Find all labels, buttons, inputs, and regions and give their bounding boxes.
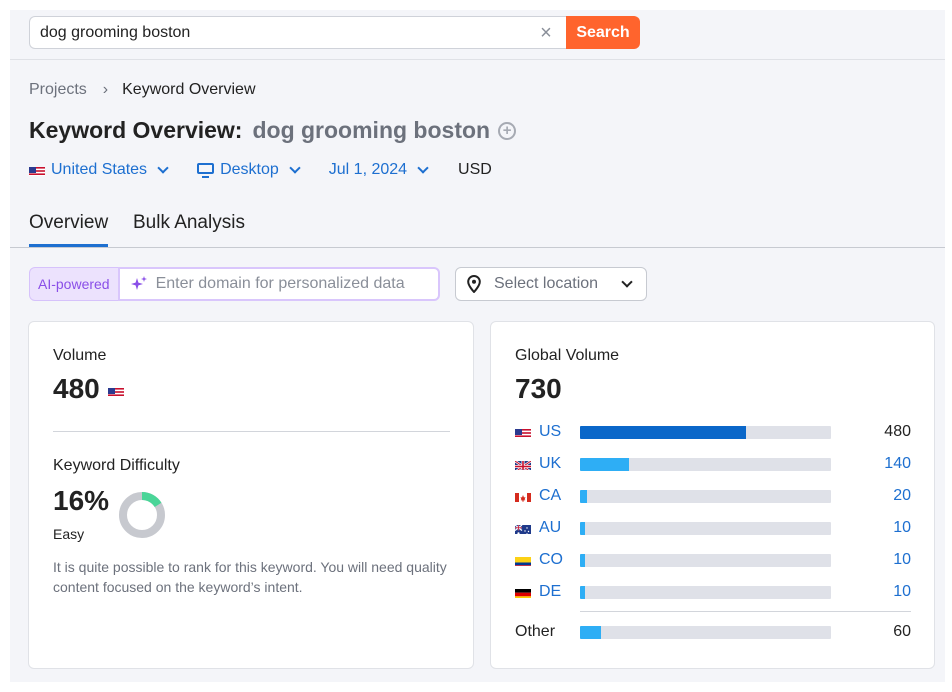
date-dropdown[interactable]: Jul 1, 2024 [328,161,429,179]
desktop-icon [197,162,215,178]
country-code[interactable]: CO [539,551,563,568]
other-label: Other [515,623,556,640]
us-flag-icon [515,427,531,438]
divider [580,611,911,612]
country-code[interactable]: AU [539,519,562,536]
search-input[interactable] [40,17,520,48]
co-flag-icon [515,555,531,566]
de-flag-icon [515,587,531,598]
filter-bar: United States Desktop Jul 1, 2024 USD [29,158,492,182]
add-circle-icon[interactable]: + [498,121,517,140]
country-row-us: US 480 [515,421,911,445]
tab-bar: Overview Bulk Analysis [10,200,945,248]
country-row-au: AU 10 [515,517,911,541]
volume-label: Volume [53,347,107,364]
volume-bar-fill [580,426,746,439]
volume-bar [580,586,831,599]
country-volume: 480 [884,423,911,440]
country-volume[interactable]: 10 [893,551,911,568]
volume-bar-fill [580,490,588,503]
ai-domain-row: AI-powered [29,267,440,301]
country-row-de: DE 10 [515,581,911,605]
difficulty-donut [119,492,165,538]
country-code[interactable]: UK [539,455,562,472]
keyword-difficulty-value: 16% [53,485,110,516]
tab-overview[interactable]: Overview [29,212,109,247]
volume-card: Volume 480 Keyword Difficulty 16% Easy I… [28,321,474,669]
app-frame: × Search Projects › Keyword Overview Key… [10,10,945,682]
keyword-difficulty-label: Keyword Difficulty [53,457,180,474]
us-flag-icon [29,165,45,176]
global-volume-card: Global Volume 730 US 480 UK 140 CA 20 [490,321,935,669]
sparkle-icon [130,276,147,290]
country-row-ca: CA 20 [515,485,911,509]
volume-bar [580,490,831,503]
country-volume[interactable]: 20 [893,487,911,504]
country-row-uk: UK 140 [515,453,911,477]
chevron-down-icon [621,276,633,288]
device-label: Desktop [220,161,279,178]
ai-domain-field [117,267,440,301]
chevron-down-icon [289,161,301,174]
country-volume[interactable]: 10 [893,519,911,536]
volume-bar [580,626,831,639]
chevron-down-icon [157,161,169,174]
country-dropdown[interactable]: United States [29,161,169,179]
keyword-difficulty-level: Easy [53,526,85,542]
breadcrumb-projects-link[interactable]: Projects [29,81,87,98]
volume-value-row: 480 [53,373,124,405]
page-title-keyword: dog grooming boston [252,117,491,143]
volume-bar-fill [580,522,586,535]
location-select[interactable]: Select location [455,267,647,301]
search-box: × [29,16,567,49]
volume-bar [580,554,831,567]
other-volume: 60 [893,623,911,640]
breadcrumb-current: Keyword Overview [122,81,256,98]
page-title-text: Keyword Overview: [29,117,243,143]
country-volume[interactable]: 140 [884,455,911,472]
search-bar: × Search [10,10,945,60]
us-flag-icon [107,386,124,397]
volume-value: 480 [53,373,100,404]
difficulty-donut-arc [119,492,165,538]
volume-bar-fill [580,554,586,567]
domain-input[interactable] [155,269,436,299]
volume-bar-fill [580,458,629,471]
ca-flag-icon [515,491,531,502]
chevron-down-icon [417,161,429,174]
uk-flag-icon [515,459,531,470]
country-code[interactable]: DE [539,583,562,600]
device-dropdown[interactable]: Desktop [197,161,301,179]
country-row-other: Other 60 [515,621,911,645]
country-code[interactable]: US [539,423,562,440]
country-volume[interactable]: 10 [893,583,911,600]
global-volume-value: 730 [515,373,562,404]
breadcrumb: Projects › Keyword Overview [29,81,256,99]
volume-bar-fill [580,626,601,639]
volume-bar [580,522,831,535]
au-flag-icon [515,523,531,534]
currency-label: USD [458,161,492,178]
chevron-right-icon: › [102,81,109,98]
ai-powered-badge: AI-powered [29,267,119,301]
page-title: Keyword Overview: dog grooming boston + [29,117,517,144]
volume-bar [580,426,831,439]
date-label: Jul 1, 2024 [328,161,408,178]
location-placeholder: Select location [494,275,599,292]
location-pin-icon [467,275,481,293]
divider [53,431,450,432]
volume-bar-fill [580,586,586,599]
search-button[interactable]: Search [566,16,640,49]
country-label: United States [51,161,148,178]
tab-bulk-analysis[interactable]: Bulk Analysis [133,212,245,233]
clear-icon[interactable]: × [540,22,552,44]
volume-bar [580,458,831,471]
keyword-difficulty-description: It is quite possible to rank for this ke… [53,559,447,595]
global-volume-label: Global Volume [515,347,620,364]
country-row-co: CO 10 [515,549,911,573]
country-code[interactable]: CA [539,487,562,504]
